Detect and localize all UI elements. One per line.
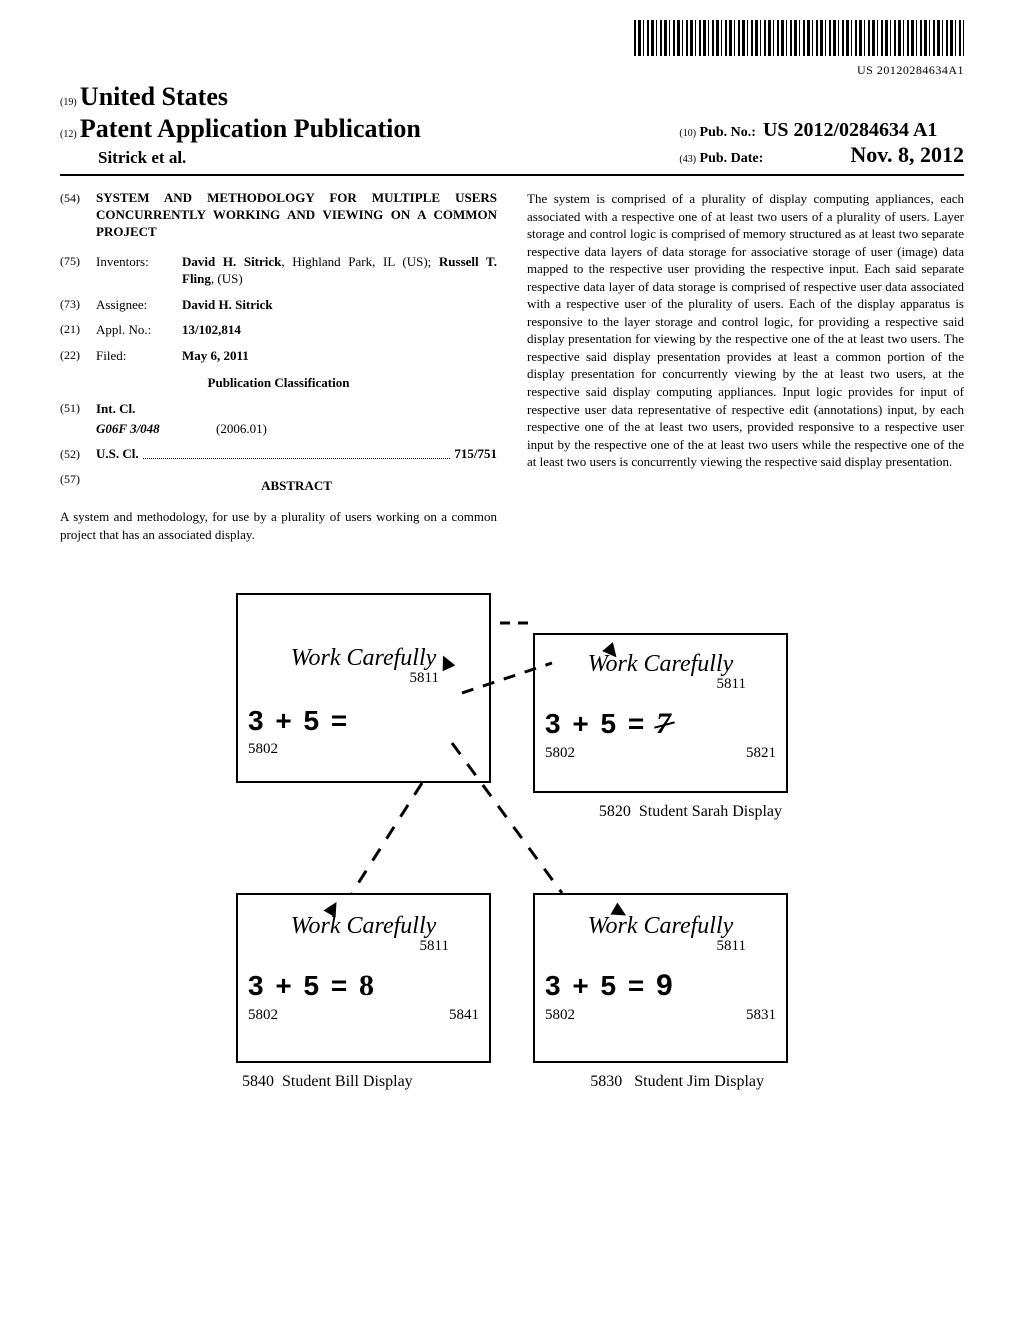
teacher-eq-ref: 5802 — [248, 741, 278, 758]
title-code: (54) — [60, 190, 96, 241]
jim-display-box: Work Carefully 5811 3 + 5 = 9 5802 5831 — [533, 893, 788, 1063]
patent-page: US 20120284634A1 (19) United States (12)… — [0, 0, 1024, 1233]
assignee-code: (73) — [60, 296, 96, 314]
filed-label: Filed: — [96, 347, 182, 365]
pubno-value: US 2012/0284634 A1 — [763, 119, 937, 141]
jim-ref-label: 5830 Student Jim Display — [590, 1073, 764, 1091]
teacher-display-box: Work Carefully 5811 3 + 5 = 5802 — [236, 593, 491, 783]
intcl-class: G06F 3/048 — [96, 420, 216, 438]
barcode-text: US 20120284634A1 — [60, 63, 964, 78]
header-left: (19) United States (12) Patent Applicati… — [60, 82, 421, 168]
sarah-ref-label: 5820 Student Sarah Display — [599, 803, 782, 821]
pub-type: Patent Application Publication — [80, 114, 421, 143]
abstract-para-2: The system is comprised of a plurality o… — [527, 190, 964, 471]
abstract-para-1: A system and methodology, for use by a p… — [60, 508, 497, 543]
invention-title: SYSTEM AND METHODOLOGY FOR MULTIPLE USER… — [96, 190, 497, 241]
header: (19) United States (12) Patent Applicati… — [60, 82, 964, 176]
bill-cursive: Work Carefully — [248, 913, 479, 940]
intcl-code: (51) — [60, 400, 96, 418]
ref-5830: 5830 — [590, 1073, 622, 1090]
inventor-1-loc: , Highland Park, IL (US); — [281, 254, 439, 269]
sarah-cursive-ref: 5811 — [545, 676, 776, 693]
right-column: The system is comprised of a plurality o… — [527, 190, 964, 543]
intcl-label: Int. Cl. — [96, 400, 135, 418]
jim-equation: 3 + 5 = 9 — [545, 969, 776, 1003]
sarah-cursive: Work Carefully — [545, 651, 776, 678]
bill-equation: 3 + 5 = 8 — [248, 969, 479, 1003]
dot-leader — [143, 448, 451, 459]
assignee-label: Assignee: — [96, 296, 182, 314]
pub-type-code: (12) — [60, 129, 77, 140]
appl-value: 13/102,814 — [182, 321, 497, 339]
pubdate-code: (43) — [679, 154, 696, 165]
bill-eq-ref: 5802 — [248, 1007, 278, 1024]
pubno-code: (10) — [679, 128, 696, 139]
jim-cursive: Work Carefully — [545, 913, 776, 940]
jim-display-label: Student Jim Display — [634, 1073, 764, 1090]
jim-answer: 9 — [656, 969, 675, 1003]
sarah-ans-ref: 5821 — [746, 745, 776, 762]
bill-display-label: Student Bill Display — [282, 1073, 413, 1090]
appl-code: (21) — [60, 321, 96, 339]
bill-answer: 8 — [359, 969, 376, 1003]
pubdate-label: Pub. Date: — [700, 151, 764, 166]
pubdate-value: Nov. 8, 2012 — [850, 142, 964, 167]
assignee-value: David H. Sitrick — [182, 296, 497, 314]
abstract-heading: ABSTRACT — [96, 477, 497, 495]
filed-code: (22) — [60, 347, 96, 365]
header-right: (10) Pub. No.: US 2012/0284634 A1 (43) P… — [679, 119, 964, 168]
pub-class-heading: Publication Classification — [60, 374, 497, 392]
jim-ans-ref: 5831 — [746, 1007, 776, 1024]
bill-ref-label: 5840 Student Bill Display — [242, 1073, 413, 1091]
sarah-eq-ref: 5802 — [545, 745, 575, 762]
inventors-label: Inventors: — [96, 253, 182, 288]
intcl-date: (2006.01) — [216, 420, 267, 438]
teacher-cursive-ref: 5811 — [248, 670, 479, 687]
sarah-answer: 7 — [656, 707, 673, 741]
uscl-label: U.S. Cl. — [96, 445, 139, 463]
teacher-equation: 3 + 5 = — [248, 705, 479, 737]
jim-cursive-ref: 5811 — [545, 938, 776, 955]
ref-5820: 5820 — [599, 803, 631, 820]
bill-ans-ref: 5841 — [449, 1007, 479, 1024]
filed-value: May 6, 2011 — [182, 347, 497, 365]
left-column: (54) SYSTEM AND METHODOLOGY FOR MULTIPLE… — [60, 190, 497, 543]
sarah-eq-text: 3 + 5 = — [545, 708, 646, 739]
barcode-graphic — [634, 20, 964, 56]
inventors-value: David H. Sitrick, Highland Park, IL (US)… — [182, 253, 497, 288]
bill-eq-text: 3 + 5 = — [248, 970, 349, 1001]
inventor-2-loc: , (US) — [211, 271, 243, 286]
sarah-equation: 3 + 5 = 7 — [545, 707, 776, 741]
uscl-code: (52) — [60, 446, 96, 462]
figure-drawing: 5801 5810 Teacher Display Work Carefully… — [232, 593, 792, 1193]
sarah-display-label: Student Sarah Display — [639, 803, 782, 820]
abstract-code: (57) — [60, 471, 96, 501]
jim-eq-ref: 5802 — [545, 1007, 575, 1024]
barcode-block: US 20120284634A1 — [60, 20, 964, 78]
bill-display-box: Work Carefully 5811 3 + 5 = 8 5802 5841 — [236, 893, 491, 1063]
pubno-label: Pub. No.: — [700, 125, 756, 140]
sarah-display-box: Work Carefully 5811 3 + 5 = 7 5802 5821 — [533, 633, 788, 793]
country-name: United States — [80, 82, 228, 111]
bill-cursive-ref: 5811 — [248, 938, 479, 955]
uscl-value: 715/751 — [454, 445, 497, 463]
jim-eq-text: 3 + 5 = — [545, 970, 646, 1001]
appl-label: Appl. No.: — [96, 321, 182, 339]
header-authors: Sitrick et al. — [98, 148, 421, 168]
inventors-code: (75) — [60, 253, 96, 288]
bibliographic-block: (54) SYSTEM AND METHODOLOGY FOR MULTIPLE… — [60, 190, 964, 543]
country-code: (19) — [60, 97, 77, 108]
inventor-1: David H. Sitrick — [182, 254, 281, 269]
ref-5840: 5840 — [242, 1073, 274, 1090]
